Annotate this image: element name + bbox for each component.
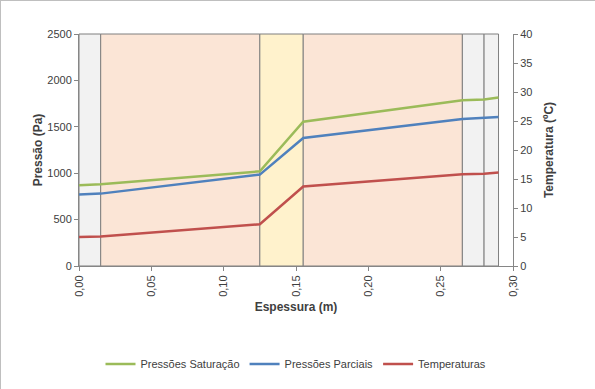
svg-text:0,15: 0,15 <box>290 275 302 296</box>
svg-text:2000: 2000 <box>47 74 71 86</box>
svg-text:25: 25 <box>520 115 532 127</box>
svg-text:1000: 1000 <box>47 167 71 179</box>
svg-text:0,00: 0,00 <box>73 275 85 296</box>
svg-text:20: 20 <box>520 144 532 156</box>
svg-text:Pressões Saturação: Pressões Saturação <box>141 358 240 370</box>
svg-text:30: 30 <box>520 86 532 98</box>
svg-text:0: 0 <box>520 260 526 272</box>
svg-text:Pressão (Pa): Pressão (Pa) <box>31 114 45 187</box>
svg-text:5: 5 <box>520 231 526 243</box>
svg-text:Pressões Parciais: Pressões Parciais <box>285 358 374 370</box>
svg-text:2500: 2500 <box>47 28 71 40</box>
svg-text:500: 500 <box>53 213 71 225</box>
svg-text:40: 40 <box>520 28 532 40</box>
svg-text:1500: 1500 <box>47 121 71 133</box>
svg-text:0,10: 0,10 <box>217 275 229 296</box>
svg-text:0,05: 0,05 <box>145 275 157 296</box>
svg-text:Temperatura (ºC): Temperatura (ºC) <box>542 102 556 198</box>
svg-text:0: 0 <box>66 260 72 272</box>
svg-text:Temperaturas: Temperaturas <box>418 358 486 370</box>
svg-text:0,20: 0,20 <box>362 275 374 296</box>
svg-text:0,30: 0,30 <box>507 275 519 296</box>
svg-text:15: 15 <box>520 173 532 185</box>
svg-text:10: 10 <box>520 202 532 214</box>
svg-text:Espessura (m): Espessura (m) <box>255 300 338 314</box>
svg-text:0,25: 0,25 <box>434 275 446 296</box>
svg-text:35: 35 <box>520 57 532 69</box>
